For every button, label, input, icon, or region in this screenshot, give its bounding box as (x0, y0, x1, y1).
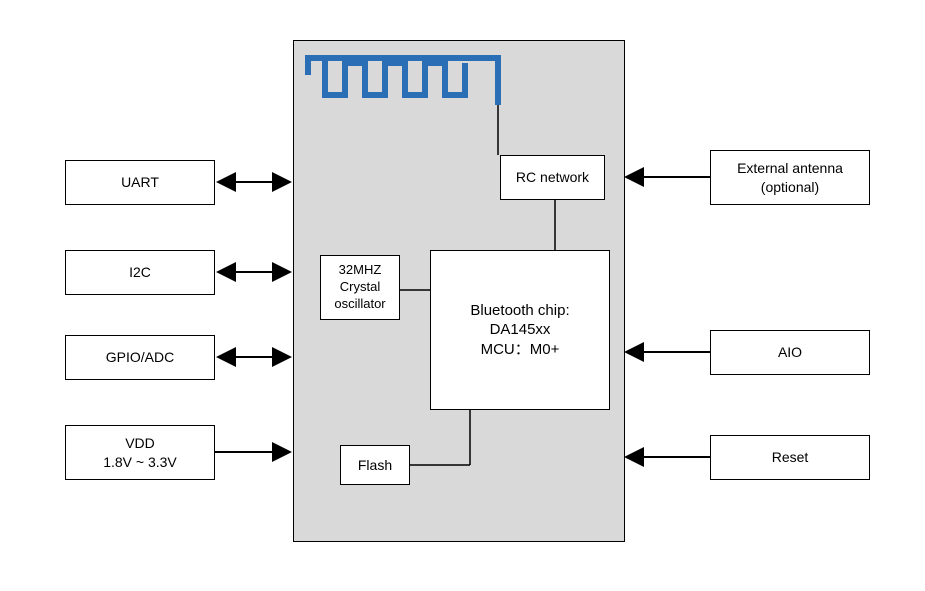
bluetooth-chip-block: Bluetooth chip: DA145xx MCU：M0+ (430, 250, 610, 410)
gpio-adc-label: GPIO/ADC (106, 348, 174, 366)
aio-block: AIO (710, 330, 870, 375)
reset-block: Reset (710, 435, 870, 480)
rc-network-block: RC network (500, 155, 605, 200)
vdd-label: VDD 1.8V ~ 3.3V (103, 434, 177, 470)
gpio-adc-block: GPIO/ADC (65, 335, 215, 380)
flash-label: Flash (358, 456, 392, 474)
external-antenna-label: External antenna (optional) (737, 159, 843, 195)
diagram-canvas: UART I2C GPIO/ADC VDD 1.8V ~ 3.3V Extern… (0, 0, 925, 591)
crystal-oscillator-block: 32MHZ Crystal oscillator (320, 255, 400, 320)
uart-block: UART (65, 160, 215, 205)
vdd-block: VDD 1.8V ~ 3.3V (65, 425, 215, 480)
uart-label: UART (121, 173, 159, 191)
external-antenna-block: External antenna (optional) (710, 150, 870, 205)
aio-label: AIO (778, 343, 802, 361)
reset-label: Reset (772, 448, 809, 466)
flash-block: Flash (340, 445, 410, 485)
rc-network-label: RC network (516, 168, 589, 186)
i2c-block: I2C (65, 250, 215, 295)
i2c-label: I2C (129, 263, 151, 281)
crystal-oscillator-label: 32MHZ Crystal oscillator (334, 262, 385, 313)
bluetooth-chip-label: Bluetooth chip: DA145xx MCU：M0+ (470, 301, 569, 360)
